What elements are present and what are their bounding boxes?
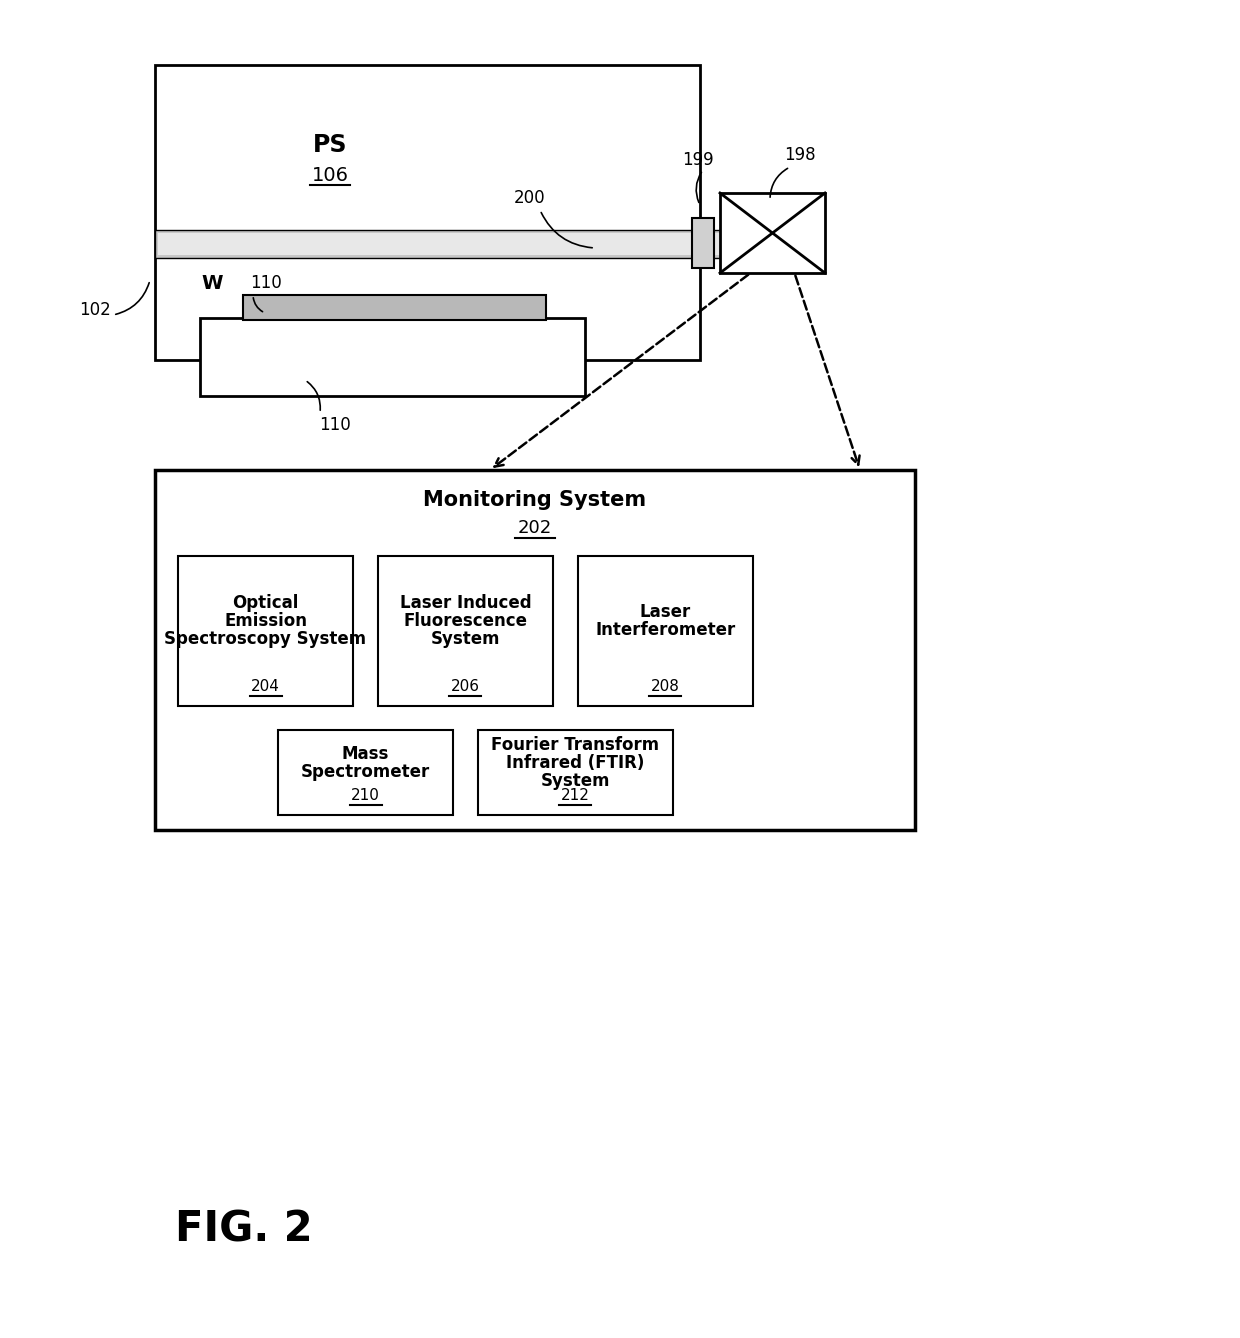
Text: System: System	[541, 772, 610, 789]
Text: Emission: Emission	[224, 611, 308, 630]
Bar	[157, 233, 727, 256]
Bar	[155, 470, 915, 830]
Bar	[477, 731, 673, 815]
Text: Laser Induced: Laser Induced	[399, 594, 531, 611]
FancyArrowPatch shape	[541, 213, 593, 248]
FancyArrowPatch shape	[115, 282, 149, 314]
Bar	[155, 66, 701, 360]
Bar	[578, 557, 753, 706]
Text: 198: 198	[784, 146, 816, 165]
FancyArrowPatch shape	[253, 298, 263, 312]
Text: 202: 202	[518, 519, 552, 537]
Text: PS: PS	[312, 132, 347, 157]
Text: 200: 200	[515, 189, 546, 207]
Text: Optical: Optical	[232, 594, 299, 611]
Text: 210: 210	[351, 788, 379, 803]
Bar	[378, 557, 553, 706]
Text: 106: 106	[311, 166, 348, 185]
Text: Fourier Transform: Fourier Transform	[491, 736, 660, 753]
Text: Interferometer: Interferometer	[595, 621, 735, 640]
Text: Mass: Mass	[342, 744, 389, 763]
Bar	[692, 218, 714, 268]
Bar	[200, 318, 585, 396]
Text: FIG. 2: FIG. 2	[175, 1210, 312, 1251]
Bar	[720, 193, 825, 273]
Text: Laser: Laser	[640, 603, 691, 621]
FancyArrowPatch shape	[308, 381, 320, 411]
Text: 102: 102	[79, 301, 110, 318]
Text: 212: 212	[560, 788, 590, 803]
Text: W: W	[201, 273, 223, 293]
Text: Monitoring System: Monitoring System	[423, 490, 646, 510]
Bar	[278, 731, 453, 815]
Text: Fluorescence: Fluorescence	[403, 611, 527, 630]
Text: 206: 206	[451, 678, 480, 693]
Bar	[155, 230, 730, 258]
Text: 110: 110	[319, 416, 351, 434]
Text: Spectroscopy System: Spectroscopy System	[165, 630, 367, 648]
Bar	[243, 294, 546, 320]
Text: 199: 199	[682, 151, 714, 169]
Text: System: System	[430, 630, 500, 648]
FancyArrowPatch shape	[770, 169, 787, 197]
Text: 208: 208	[651, 678, 680, 693]
FancyArrowPatch shape	[696, 173, 702, 202]
Text: 110: 110	[250, 274, 281, 292]
Bar	[179, 557, 353, 706]
Text: Infrared (FTIR): Infrared (FTIR)	[506, 753, 645, 772]
Text: 204: 204	[250, 678, 280, 693]
Text: Spectrometer: Spectrometer	[301, 763, 430, 780]
